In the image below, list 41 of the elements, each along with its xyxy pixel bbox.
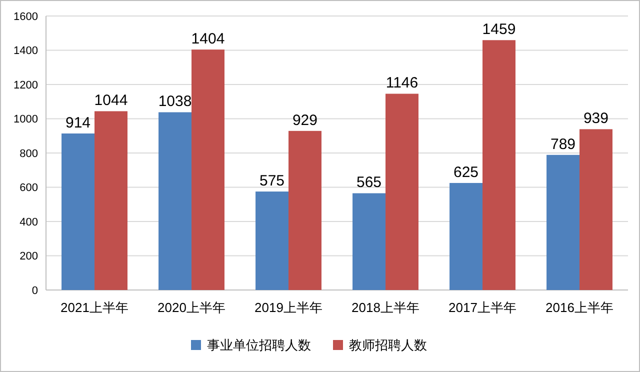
data-label: 1146 — [386, 74, 418, 92]
data-label: 1459 — [482, 21, 516, 38]
bar — [158, 112, 192, 290]
data-label: 1038 — [158, 93, 192, 110]
y-tick-label: 1400 — [14, 45, 38, 58]
bar — [62, 133, 94, 290]
y-tick-label: 1200 — [14, 79, 38, 92]
y-tick-label: 400 — [20, 216, 38, 228]
y-tick-label: 1000 — [14, 114, 38, 126]
data-label: 914 — [65, 114, 91, 132]
x-tick-label: 2019上半年 — [254, 300, 322, 315]
bar — [256, 192, 288, 290]
y-tick-label: 600 — [20, 182, 38, 194]
bar — [192, 50, 224, 290]
y-tick-label: 1600 — [14, 10, 38, 23]
data-label: 575 — [259, 172, 285, 190]
bar — [288, 130, 322, 290]
bar — [546, 154, 580, 290]
data-label: 625 — [453, 164, 479, 181]
x-tick-label: 2017上半年 — [448, 300, 516, 315]
bar — [450, 182, 482, 290]
x-tick-label: 2021上半年 — [60, 300, 128, 315]
bar — [94, 111, 128, 290]
bar — [352, 193, 386, 290]
legend-label: 事业单位招聘人数 — [207, 338, 311, 353]
data-label: 565 — [356, 174, 382, 192]
y-tick-label: 0 — [32, 284, 38, 297]
legend-label: 教师招聘人数 — [349, 338, 427, 353]
x-tick-label: 2018上半年 — [352, 300, 420, 315]
bar — [386, 94, 418, 290]
bar — [482, 40, 516, 290]
y-tick-label: 800 — [20, 148, 38, 160]
x-tick-label: 2016上半年 — [546, 300, 614, 315]
y-tick-label: 200 — [20, 250, 38, 263]
x-tick-label: 2020上半年 — [158, 300, 226, 315]
bar — [580, 129, 612, 290]
data-label: 1404 — [191, 30, 225, 48]
data-label: 929 — [292, 112, 318, 129]
data-label: 1044 — [94, 92, 128, 110]
data-label: 939 — [583, 110, 609, 128]
data-label: 789 — [550, 136, 576, 153]
